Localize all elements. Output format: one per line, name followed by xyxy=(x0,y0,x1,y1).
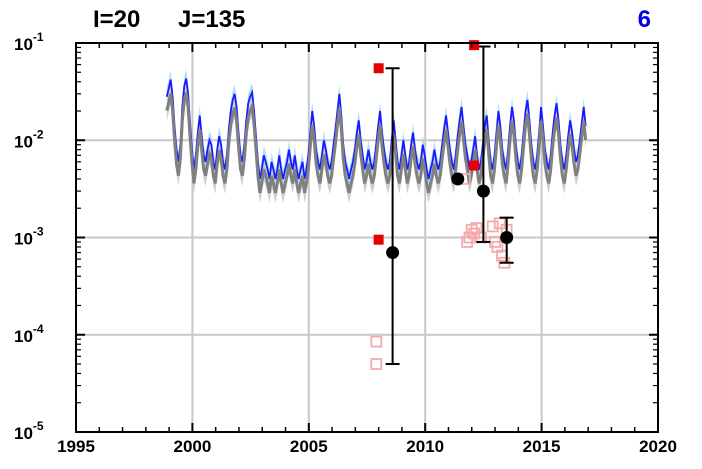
black-point xyxy=(476,184,490,198)
y-tick-base: 10 xyxy=(14,327,33,346)
x-tick-label: 2020 xyxy=(639,437,677,456)
red-filled-square xyxy=(373,63,384,74)
y-tick-label: 10-4 xyxy=(14,322,44,346)
y-tick-exponent: -1 xyxy=(33,30,44,44)
x-tick-label: 2000 xyxy=(173,437,211,456)
red-filled-square xyxy=(469,160,480,171)
y-tick-exponent: -2 xyxy=(33,127,44,141)
x-tick-label: 2015 xyxy=(523,437,561,456)
y-tick-exponent: -5 xyxy=(33,419,44,433)
tick-labels: 1995 2000 2005 2010 2015 202010-510-410-310-2… xyxy=(14,30,677,456)
y-tick-base: 10 xyxy=(14,132,33,151)
markers xyxy=(370,40,514,370)
y-tick-label: 10-2 xyxy=(14,127,44,151)
y-tick-label: 10-1 xyxy=(14,30,44,54)
series-lines xyxy=(165,78,588,194)
x-tick-label: 2005 xyxy=(290,437,328,456)
red-filled-square xyxy=(373,234,384,245)
y-tick-exponent: -3 xyxy=(33,225,44,239)
black-point xyxy=(386,246,400,260)
black-point xyxy=(451,172,465,186)
pink-open-square xyxy=(493,217,506,230)
x-tick-label: 1995 xyxy=(57,437,95,456)
gray-series-line xyxy=(165,92,588,194)
y-tick-label: 10-3 xyxy=(14,225,44,249)
title-number: 6 xyxy=(638,6,651,33)
pink-open-square xyxy=(486,220,499,233)
title-i: I=20 xyxy=(93,6,140,33)
y-tick-exponent: -4 xyxy=(33,322,44,336)
pink-open-square xyxy=(370,335,383,348)
y-tick-base: 10 xyxy=(14,424,33,443)
y-tick-base: 10 xyxy=(14,35,33,54)
red-filled-square xyxy=(469,40,480,51)
ticks xyxy=(75,42,659,433)
pink-open-square xyxy=(370,358,383,370)
x-tick-label: 2010 xyxy=(406,437,444,456)
y-tick-base: 10 xyxy=(14,230,33,249)
black-point xyxy=(500,231,514,244)
y-tick-label: 10-5 xyxy=(14,419,44,443)
grid xyxy=(76,43,658,432)
title-j: J=135 xyxy=(178,6,245,33)
